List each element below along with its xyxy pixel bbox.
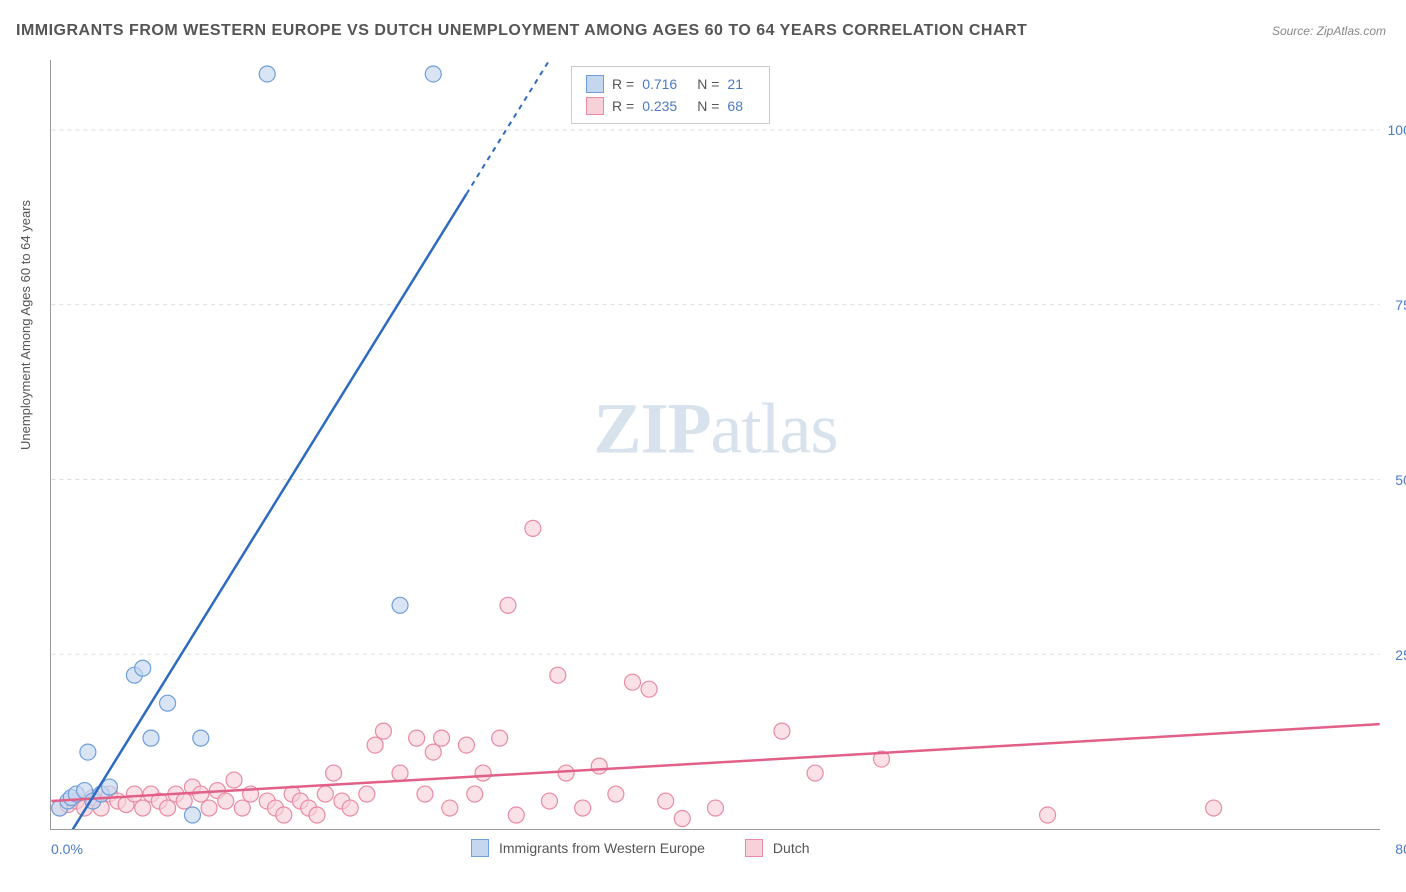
legend-row-pink: R = 0.235 N = 68 xyxy=(586,95,755,117)
y-tick-label: 25.0% xyxy=(1395,647,1406,663)
y-tick-label: 75.0% xyxy=(1395,297,1406,313)
correlation-legend: R = 0.716 N = 21 R = 0.235 N = 68 xyxy=(571,66,770,124)
n-value-pink: 68 xyxy=(727,98,743,114)
legend-swatch-pink xyxy=(586,97,604,115)
x-tick-label: 0.0% xyxy=(51,841,83,857)
watermark: ZIPatlas xyxy=(594,388,838,471)
legend-label-blue: Immigrants from Western Europe xyxy=(499,840,705,856)
n-label: N = xyxy=(697,76,719,92)
r-value-blue: 0.716 xyxy=(642,76,677,92)
watermark-light: atlas xyxy=(711,389,838,469)
plot-area: ZIPatlas R = 0.716 N = 21 R = 0.235 N = … xyxy=(50,60,1380,830)
watermark-bold: ZIP xyxy=(594,389,711,469)
chart-svg xyxy=(51,60,1380,829)
legend-swatch-blue xyxy=(586,75,604,93)
legend-swatch-blue xyxy=(471,839,489,857)
r-label: R = xyxy=(612,98,634,114)
series-legend: Immigrants from Western Europe Dutch xyxy=(471,839,810,857)
x-tick-label: 80.0% xyxy=(1395,841,1406,857)
y-axis-label: Unemployment Among Ages 60 to 64 years xyxy=(18,200,33,450)
n-label: N = xyxy=(697,98,719,114)
legend-swatch-pink xyxy=(745,839,763,857)
y-tick-label: 100.0% xyxy=(1388,122,1406,138)
y-tick-label: 50.0% xyxy=(1395,472,1406,488)
chart-title: IMMIGRANTS FROM WESTERN EUROPE VS DUTCH … xyxy=(16,22,1027,40)
source-attribution: Source: ZipAtlas.com xyxy=(1272,24,1386,38)
r-value-pink: 0.235 xyxy=(642,98,677,114)
n-value-blue: 21 xyxy=(727,76,743,92)
legend-label-pink: Dutch xyxy=(773,840,810,856)
legend-row-blue: R = 0.716 N = 21 xyxy=(586,73,755,95)
r-label: R = xyxy=(612,76,634,92)
